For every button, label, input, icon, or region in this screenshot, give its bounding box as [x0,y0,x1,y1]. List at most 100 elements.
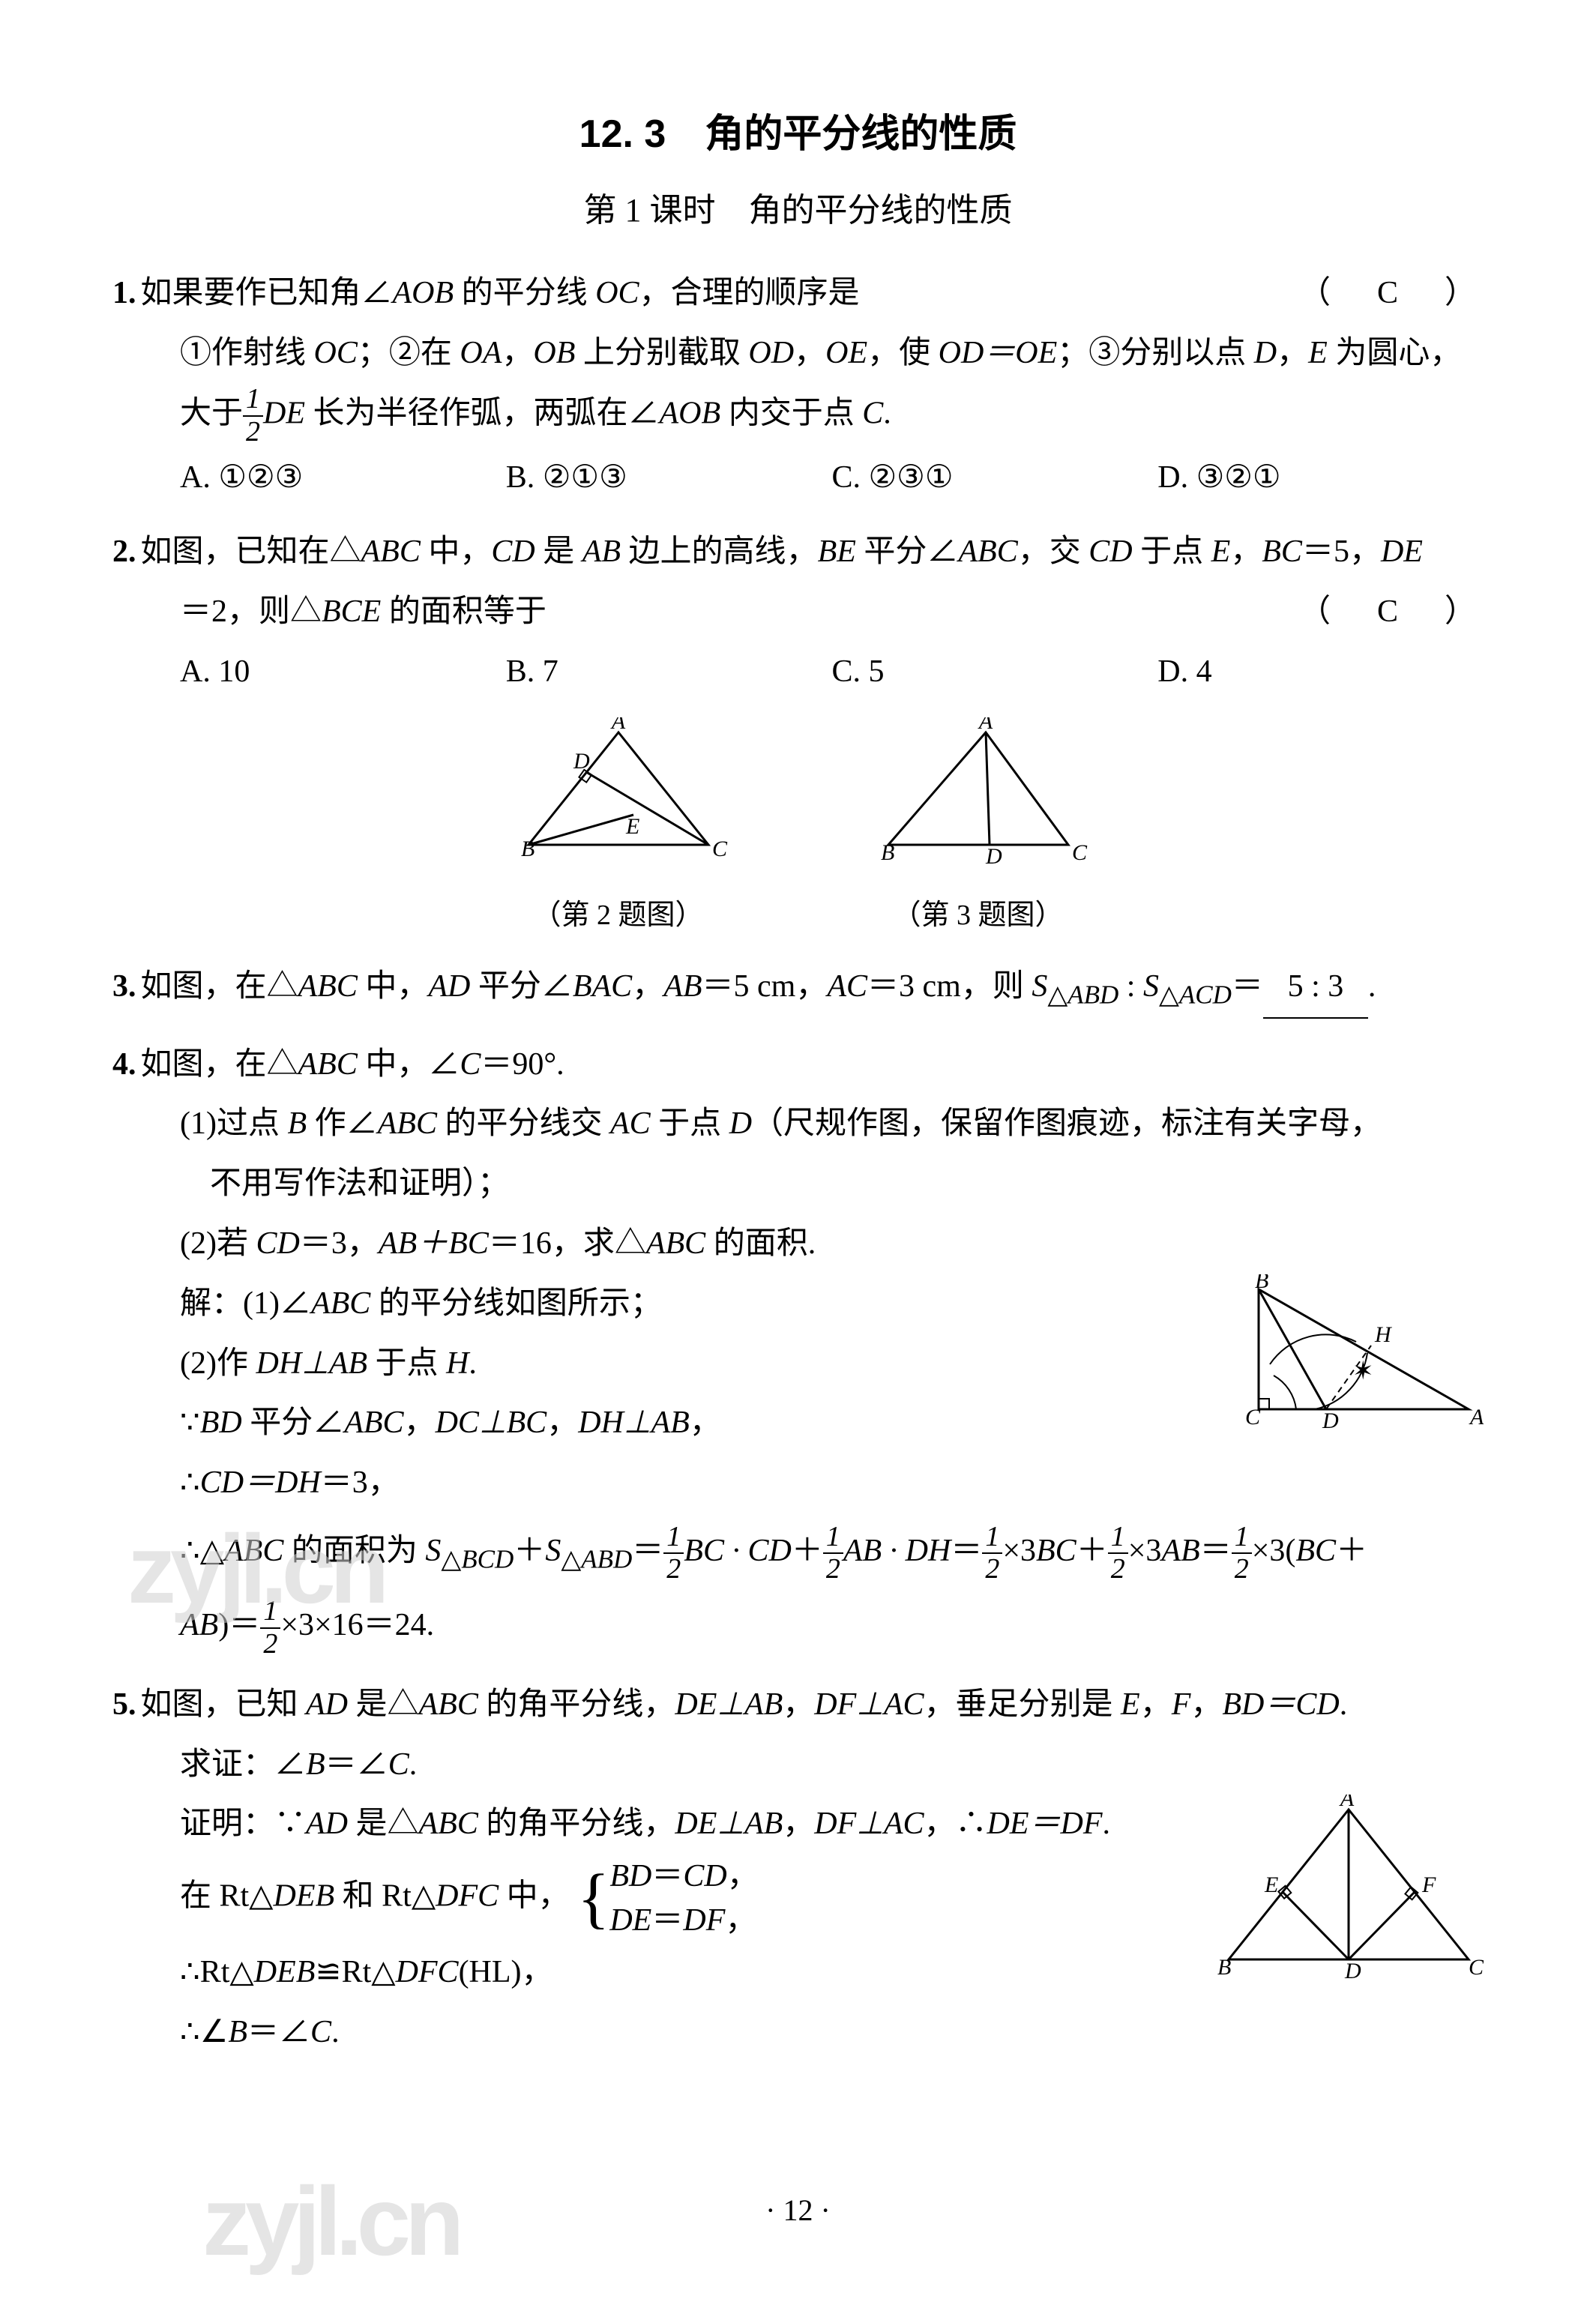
q4-body: 如图，在△ABC 中，∠C＝90°. [141,1035,1484,1095]
svg-text:A: A [1469,1405,1484,1429]
triangle-q5-icon: A B C D E F [1214,1795,1484,1982]
svg-text:C: C [1072,840,1088,865]
q4s2a: (2)作 [180,1346,256,1381]
q4s5e: ×3( [1252,1534,1296,1568]
q5s1b: 是△ [348,1807,419,1841]
q4s5m: ×3 [1002,1534,1036,1568]
svg-text:D: D [573,749,590,774]
q1-optC: C. ②③① [832,448,1158,508]
q1-optA: A. ①②③ [180,448,506,508]
figure-q4: ✶ B C A D H [1236,1274,1484,1460]
q2-l2a: ＝2，则△ [180,594,322,629]
q3-t4: ＝5 cm， [702,969,828,1004]
q4s5b: 的面积为 [283,1534,425,1568]
q1-s2c: 内交于点 [720,396,862,430]
figure-q2: A B C D E （第 2 题图） [506,717,731,942]
q5t1: 如图，已知 [141,1687,307,1722]
fig2-caption: （第 2 题图） [506,888,731,942]
q5s1a: 证明：∵ [180,1807,306,1841]
q5s1c: 的角平分线， [478,1807,675,1841]
q5s3a: ∴Rt△ [180,1955,254,1989]
q4p2d: 的面积. [705,1226,816,1261]
q4s3a: ∵ [180,1405,200,1440]
q1-optD: D. ③②① [1157,448,1484,508]
q2-t1: 如图，已知在△ [141,534,361,569]
svg-text:D: D [985,844,1002,867]
q2-t2: 中， [421,534,492,569]
triangle-q2-icon: A B C D E [506,717,731,867]
q4s3d: ， [690,1405,721,1440]
svg-text:B: B [521,837,534,861]
q1-t3: ，合理的顺序是 [639,276,860,310]
q3-end: . [1368,969,1376,1004]
q4p1b: 作∠ [307,1106,378,1141]
q5s3c: (HL)， [459,1955,553,1989]
figures-row: A B C D E （第 2 题图） A B C D （第 3 题图） [112,717,1484,942]
svg-text:A: A [1339,1795,1355,1811]
q5-prove: 求证：∠B＝∠C. [112,1735,1484,1795]
svg-text:A: A [609,717,625,734]
svg-text:D: D [1344,1959,1361,1982]
q2-num: 2. [112,522,136,582]
q5s2c: 中， [499,1879,570,1914]
q5t3: 的角平分线， [478,1687,675,1722]
q4s2b: 于点 [367,1346,446,1381]
q5s3b: ≌Rt△ [315,1955,395,1989]
svg-text:E: E [1264,1872,1278,1897]
q3-t1: 如图，在△ [141,969,298,1004]
q4p2a: (2)若 [180,1226,256,1261]
q1-s1b: ；②在 [358,336,460,370]
q2-optC: C. 5 [832,642,1158,702]
question-2: 2. 如图，已知在△ABC 中，CD 是 AB 边上的高线，BE 平分∠ABC，… [112,522,1484,702]
q4s3b: 平分∠ [242,1405,345,1440]
q3-blank: 5 : 3 [1263,957,1368,1019]
q2-options: A. 10 B. 7 C. 5 D. 4 [112,642,1484,702]
q5s4b: ＝∠ [247,2015,310,2049]
q4s5p: ＋ [792,1534,823,1568]
q1-steps2: 大于12DE 长为半径作弧，两弧在∠AOB 内交于点 C. [112,384,1484,448]
q3-t2: 中， [358,969,429,1004]
q5t4: ，垂足分别是 [924,1687,1121,1722]
q2-t3: 是 [535,534,582,569]
q2-optB: B. 7 [506,642,832,702]
q1-body: 如果要作已知角∠AOB 的平分线 OC，合理的顺序是 （ C ） [141,264,1484,324]
q2-t4: 边上的高线， [621,534,818,569]
svg-text:B: B [1255,1274,1268,1293]
q1-s1: ①作射线 [180,336,314,370]
q1-text: 如果要作已知角∠ [141,276,393,310]
figure-q5: A B C D E F [1214,1795,1484,2003]
q2-body: 如图，已知在△ABC 中，CD 是 AB 边上的高线，BE 平分∠ABC，交 C… [141,522,1484,582]
q4s5c: ＝ [632,1534,663,1568]
q2-t7: 于点 [1133,534,1211,569]
section-title: 12. 3 角的平分线的性质 [112,97,1484,172]
question-4: 4. 如图，在△ABC 中，∠C＝90°. (1)过点 B 作∠ABC 的平分线… [112,1035,1484,1660]
q5s2a: 在 Rt△ [180,1879,273,1914]
q1-s2a: 大于 [180,396,243,430]
triangle-q4-icon: ✶ B C A D H [1236,1274,1484,1439]
q4s6b: ×3×16＝24. [280,1608,434,1642]
q1-answer: （ C ） [1299,264,1484,324]
q1-optB: B. ②①③ [506,448,832,508]
q4s5a: ∴△ [180,1534,224,1568]
q1-options: A. ①②③ B. ②①③ C. ②③① D. ③②① [112,448,1484,508]
svg-text:H: H [1374,1322,1393,1347]
figure-q3: A B C D （第 3 题图） [866,717,1091,942]
q4-num: 4. [112,1035,136,1095]
q4s4a: ∴ [180,1465,200,1500]
svg-text:E: E [625,814,639,839]
q4s6a: )＝ [218,1608,260,1642]
svg-text:B: B [1217,1955,1231,1980]
q4-t1: 如图，在△ [141,1047,298,1082]
q2-optD: D. 4 [1157,642,1484,702]
q2-answer: （ C ） [1299,582,1484,642]
page-number: · 12 · [0,2182,1596,2239]
question-1: 1. 如果要作已知角∠AOB 的平分线 OC，合理的顺序是 （ C ） ①作射线… [112,264,1484,507]
q1-s1f: 为圆心， [1328,336,1462,370]
svg-text:✶: ✶ [1352,1358,1374,1385]
q1-s2b: 长为半径作弧，两弧在∠ [305,396,660,430]
q3-t3: 平分∠ [470,969,573,1004]
q3-t5: ＝3 cm，则 [867,969,1032,1004]
q4p1c: 的平分线交 [437,1106,610,1141]
question-5: 5. 如图，已知 AD 是△ABC 的角平分线，DE⊥AB，DF⊥AC，垂足分别… [112,1675,1484,2063]
q4-p1: (1)过点 B 作∠ABC 的平分线交 AC 于点 D（尺规作图，保留作图痕迹，… [112,1094,1484,1154]
